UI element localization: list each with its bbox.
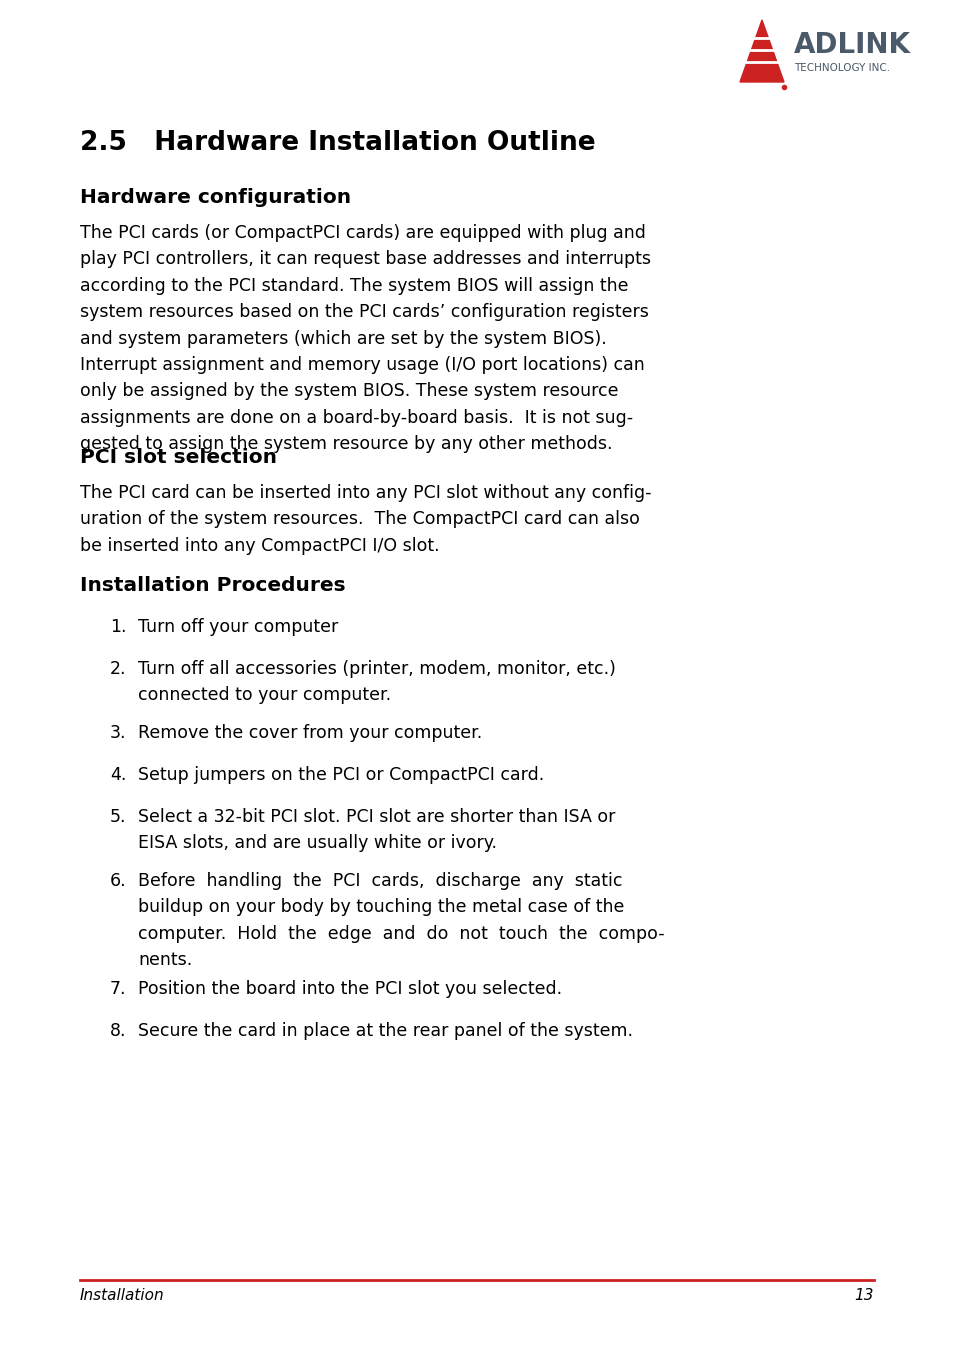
Text: PCI slot selection: PCI slot selection: [80, 448, 276, 466]
Text: Before  handling  the  PCI  cards,  discharge  any  static
buildup on your body : Before handling the PCI cards, discharge…: [138, 872, 664, 969]
Text: 8.: 8.: [110, 1022, 127, 1040]
Text: Installation: Installation: [80, 1288, 165, 1303]
Text: Select a 32-bit PCI slot. PCI slot are shorter than ISA or
EISA slots, and are u: Select a 32-bit PCI slot. PCI slot are s…: [138, 808, 615, 852]
Text: ADLINK: ADLINK: [793, 31, 910, 59]
Text: 13: 13: [854, 1288, 873, 1303]
Text: Remove the cover from your computer.: Remove the cover from your computer.: [138, 725, 482, 742]
Text: Position the board into the PCI slot you selected.: Position the board into the PCI slot you…: [138, 980, 561, 998]
Text: Installation Procedures: Installation Procedures: [80, 576, 345, 595]
Text: 1.: 1.: [110, 618, 127, 635]
Text: 5.: 5.: [110, 808, 127, 826]
Text: Secure the card in place at the rear panel of the system.: Secure the card in place at the rear pan…: [138, 1022, 633, 1040]
Text: 2.: 2.: [110, 660, 127, 677]
Text: 7.: 7.: [110, 980, 127, 998]
Text: The PCI card can be inserted into any PCI slot without any config-
uration of th: The PCI card can be inserted into any PC…: [80, 484, 651, 554]
Text: Turn off your computer: Turn off your computer: [138, 618, 338, 635]
Text: 6.: 6.: [110, 872, 127, 890]
Text: Setup jumpers on the PCI or CompactPCI card.: Setup jumpers on the PCI or CompactPCI c…: [138, 767, 543, 784]
Text: Hardware configuration: Hardware configuration: [80, 188, 351, 207]
Text: TECHNOLOGY INC.: TECHNOLOGY INC.: [793, 64, 889, 73]
Text: 4.: 4.: [110, 767, 126, 784]
Text: 2.5   Hardware Installation Outline: 2.5 Hardware Installation Outline: [80, 130, 595, 155]
Text: 3.: 3.: [110, 725, 127, 742]
Text: The PCI cards (or CompactPCI cards) are equipped with plug and
play PCI controll: The PCI cards (or CompactPCI cards) are …: [80, 224, 650, 453]
Polygon shape: [740, 20, 783, 82]
Text: Turn off all accessories (printer, modem, monitor, etc.)
connected to your compu: Turn off all accessories (printer, modem…: [138, 660, 616, 704]
